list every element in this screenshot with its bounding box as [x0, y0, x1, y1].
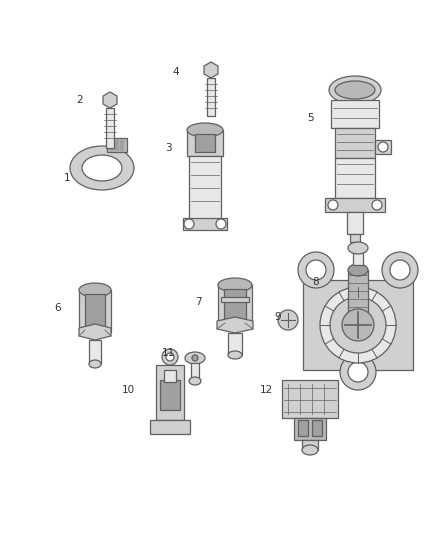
Text: 7: 7 — [194, 297, 201, 307]
Circle shape — [320, 287, 396, 363]
Ellipse shape — [348, 264, 368, 276]
Text: 9: 9 — [275, 312, 281, 322]
Ellipse shape — [79, 283, 111, 297]
Bar — [224, 289, 246, 321]
Ellipse shape — [348, 242, 368, 254]
Text: 10: 10 — [121, 385, 134, 395]
Bar — [160, 380, 180, 410]
Ellipse shape — [329, 76, 381, 104]
Circle shape — [382, 252, 418, 288]
Bar — [79, 290, 111, 332]
Circle shape — [372, 200, 382, 210]
Bar — [353, 250, 363, 265]
Bar — [325, 198, 385, 212]
Bar — [156, 365, 184, 420]
Bar — [164, 370, 176, 382]
Ellipse shape — [185, 352, 205, 364]
Bar — [187, 130, 223, 156]
Bar — [298, 420, 308, 436]
Ellipse shape — [189, 377, 201, 385]
Circle shape — [166, 353, 174, 361]
Bar — [331, 100, 379, 128]
Bar — [228, 333, 242, 355]
Bar — [150, 420, 190, 434]
Polygon shape — [79, 324, 111, 340]
Bar — [335, 128, 375, 158]
Circle shape — [298, 252, 334, 288]
Bar — [207, 78, 215, 116]
Circle shape — [390, 260, 410, 280]
Circle shape — [278, 310, 298, 330]
Ellipse shape — [218, 278, 252, 292]
Ellipse shape — [228, 351, 242, 359]
Polygon shape — [217, 317, 253, 333]
Bar — [218, 285, 252, 325]
Ellipse shape — [82, 155, 122, 181]
Text: 8: 8 — [313, 277, 319, 287]
Bar — [282, 380, 338, 418]
Bar — [335, 158, 375, 198]
Polygon shape — [103, 92, 117, 108]
Bar — [89, 340, 101, 364]
Polygon shape — [204, 62, 218, 78]
Bar — [110, 140, 113, 150]
Text: 12: 12 — [259, 385, 272, 395]
Bar — [348, 270, 368, 325]
Text: 6: 6 — [55, 303, 61, 313]
Text: 4: 4 — [173, 67, 179, 77]
Text: 3: 3 — [165, 143, 171, 153]
Bar — [350, 234, 360, 242]
Circle shape — [162, 349, 178, 365]
Circle shape — [306, 260, 326, 280]
Bar — [183, 218, 227, 230]
Bar — [191, 363, 199, 381]
Circle shape — [330, 297, 386, 353]
Bar — [106, 108, 114, 148]
Bar — [302, 440, 318, 450]
Circle shape — [216, 219, 226, 229]
Bar — [195, 134, 215, 152]
Circle shape — [328, 200, 338, 210]
Bar — [107, 138, 127, 152]
Ellipse shape — [187, 123, 223, 137]
Text: 5: 5 — [307, 113, 314, 123]
Bar — [375, 140, 391, 154]
Bar — [303, 280, 413, 370]
Ellipse shape — [335, 81, 375, 99]
Bar — [120, 140, 123, 150]
Bar — [347, 212, 363, 234]
Bar — [312, 420, 322, 436]
Circle shape — [340, 354, 376, 390]
Ellipse shape — [89, 360, 101, 368]
Bar — [221, 297, 249, 302]
Circle shape — [342, 309, 374, 341]
Circle shape — [378, 142, 388, 152]
Bar — [115, 140, 118, 150]
Circle shape — [348, 362, 368, 382]
Circle shape — [184, 219, 194, 229]
Ellipse shape — [70, 146, 134, 190]
Ellipse shape — [302, 445, 318, 455]
Bar — [85, 294, 105, 328]
Circle shape — [192, 355, 198, 361]
Bar — [294, 418, 326, 440]
Text: 11: 11 — [161, 348, 175, 358]
Text: 1: 1 — [64, 173, 71, 183]
Text: 2: 2 — [77, 95, 83, 105]
Bar — [189, 156, 221, 221]
